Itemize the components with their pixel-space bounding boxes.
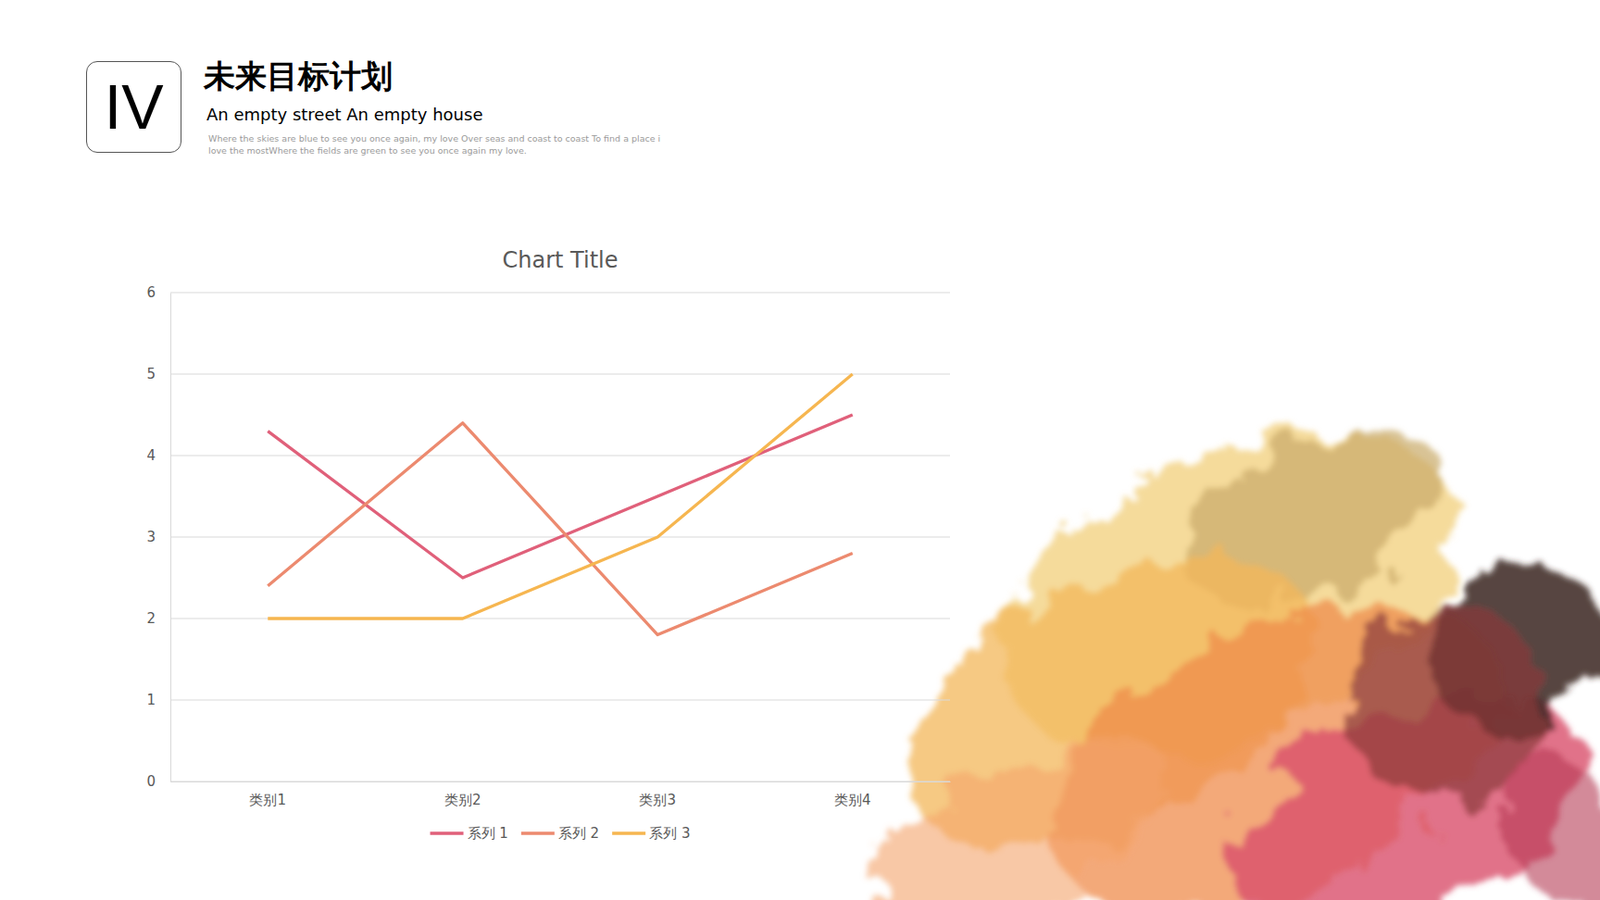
paint-stroke bbox=[1479, 734, 1600, 900]
numeral-box: IV bbox=[86, 61, 182, 153]
series-line bbox=[267, 423, 853, 636]
y-tick-label: 3 bbox=[146, 528, 156, 546]
plot-area bbox=[267, 374, 853, 636]
legend-item: 系列 1 bbox=[430, 825, 509, 842]
y-tick-label: 2 bbox=[146, 610, 156, 627]
grid bbox=[170, 292, 950, 782]
x-tick-label: 类别4 bbox=[834, 791, 872, 809]
y-tick: 1 bbox=[146, 691, 171, 709]
page-subtitle: An empty street An empty house bbox=[206, 104, 483, 125]
grid-line bbox=[170, 700, 950, 701]
grid-line bbox=[170, 781, 950, 783]
y-tick: 3 bbox=[146, 528, 171, 546]
x-tick: 类别2 bbox=[444, 791, 482, 809]
series-line bbox=[267, 414, 853, 578]
y-tick-label: 6 bbox=[146, 284, 156, 301]
grid-line bbox=[170, 374, 950, 375]
legend-label: 系列 2 bbox=[558, 825, 600, 842]
y-axis-line bbox=[170, 293, 172, 783]
y-tick-label: 4 bbox=[146, 447, 156, 464]
section-numeral: IV bbox=[87, 62, 181, 151]
y-tick: 5 bbox=[146, 365, 171, 383]
legend-label: 系列 3 bbox=[649, 825, 690, 842]
y-tick: 0 bbox=[146, 773, 171, 790]
chart: Chart Title0123456类别1类别2类别3类别4系列 1系列 2系列… bbox=[0, 0, 1600, 900]
y-tick: 2 bbox=[146, 610, 171, 627]
x-axis: 类别1 类别2 类别3 类别4 bbox=[171, 782, 951, 809]
paint-stroke bbox=[839, 703, 1197, 900]
grid-line bbox=[170, 455, 950, 457]
page-title: 未来目标计划 bbox=[203, 55, 393, 99]
legend-swatch bbox=[612, 831, 646, 835]
x-tick-label: 类别3 bbox=[638, 791, 676, 809]
chart-title: Chart Title bbox=[501, 247, 618, 274]
x-tick: 类别1 bbox=[249, 791, 287, 809]
legend-label: 系列 1 bbox=[467, 825, 509, 842]
x-tick: 类别4 bbox=[834, 791, 872, 809]
y-tick-label: 0 bbox=[146, 773, 156, 790]
paint-blot bbox=[839, 364, 1600, 900]
y-tick: 4 bbox=[146, 447, 171, 464]
y-tick: 6 bbox=[146, 284, 171, 301]
y-axis: 0 1 2 3 4 5 6 bbox=[146, 284, 171, 790]
grid-line bbox=[170, 292, 950, 294]
y-tick-label: 5 bbox=[146, 365, 156, 383]
page-text: Where the skies are blue to see you once… bbox=[208, 132, 681, 157]
legend-swatch bbox=[521, 831, 555, 835]
legend-item: 系列 2 bbox=[521, 825, 600, 842]
legend-item: 系列 3 bbox=[612, 825, 690, 842]
series-line bbox=[267, 374, 853, 619]
legend-swatch bbox=[430, 831, 464, 835]
x-tick: 类别3 bbox=[638, 791, 676, 809]
x-tick-label: 类别2 bbox=[444, 791, 482, 809]
x-axis-line bbox=[171, 781, 951, 783]
y-tick-label: 1 bbox=[146, 691, 156, 709]
legend: 系列 1 系列 2 系列 3 bbox=[430, 825, 691, 842]
x-tick-label: 类别1 bbox=[249, 791, 287, 809]
